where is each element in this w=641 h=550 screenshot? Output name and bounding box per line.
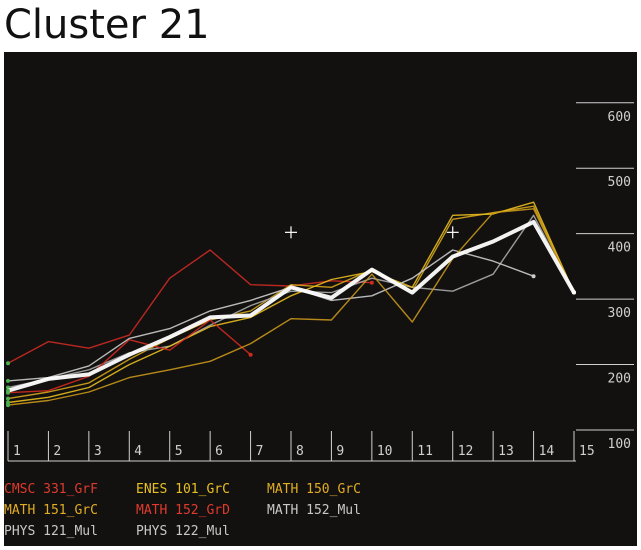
x-tick-label-11: 11 <box>417 444 433 459</box>
x-tick-label-15: 15 <box>579 444 595 459</box>
y-tick-label-200: 200 <box>608 372 631 387</box>
x-tick-label-5: 5 <box>175 444 183 459</box>
legend-item-cmsc-331-grf: CMSC 331_GrF <box>4 482 98 497</box>
x-tick-label-13: 13 <box>498 444 514 459</box>
x-tick-label-7: 7 <box>256 444 264 459</box>
y-tick-label-500: 500 <box>608 175 631 190</box>
x-tick-label-12: 12 <box>458 444 474 459</box>
y-tick-label-100: 100 <box>608 437 631 452</box>
x-tick-label-8: 8 <box>296 444 304 459</box>
series-line-math-152-grd <box>7 319 252 394</box>
legend-item-enes-101-grc: ENES 101_GrC <box>136 482 230 497</box>
series-line-math-150-grc <box>7 208 575 406</box>
y-tick-label-600: 600 <box>608 110 631 125</box>
series-point-cmsc-331-grf-10 <box>369 280 374 285</box>
x-tick-label-1: 1 <box>13 444 21 459</box>
series-point-cmsc-331-grf-1 <box>6 361 10 366</box>
legend-item-math-152-mul: MATH 152_Mul <box>267 503 361 518</box>
series-line-phys-122-mul <box>7 249 534 382</box>
series-line-enes-101-grc <box>7 201 575 404</box>
y-tick-label-400: 400 <box>608 241 631 256</box>
x-tick-label-4: 4 <box>134 444 142 459</box>
y-tick-label-300: 300 <box>608 306 631 321</box>
series-point-phys-122-mul-1 <box>6 378 10 383</box>
legend-item-phys-121-mul: PHYS 121_Mul <box>4 524 98 539</box>
chart-panel: 100 200 300 400 500 600 1 2 3 4 5 6 7 8 9 10 11 12 13 14 15 … <box>4 52 637 546</box>
series-point-math-152-mul-15 <box>572 290 576 295</box>
series-point-math-152-mul-1 <box>6 388 10 393</box>
series-line-math-152-mul <box>7 219 576 393</box>
x-tick-label-2: 2 <box>53 444 61 459</box>
x-tick-label-6: 6 <box>215 444 223 459</box>
chart-title: Cluster 21 <box>4 2 210 48</box>
x-tick-label-14: 14 <box>539 444 555 459</box>
series-point-math-150-grc-1 <box>6 403 10 408</box>
legend-item-math-150-grc: MATH 150_GrC <box>267 482 361 497</box>
series-point-math-152-grd-7 <box>248 352 253 357</box>
x-tick-label-9: 9 <box>336 444 344 459</box>
x-tick-label-10: 10 <box>377 444 393 459</box>
series-point-math-151-grc-1 <box>6 396 10 401</box>
legend-item-math-151-grc: MATH 151_GrC <box>4 503 98 518</box>
series-point-phys-122-mul-14 <box>531 274 536 279</box>
chart-legend: CMSC 331_GrF MATH 151_GrC PHYS 121_Mul ENES… <box>4 478 637 546</box>
legend-item-phys-122-mul: PHYS 122_Mul <box>136 524 230 539</box>
legend-item-math-152-grd: MATH 152_GrD <box>136 503 230 518</box>
x-tick-label-3: 3 <box>94 444 102 459</box>
series-line-cmsc-331-grf <box>7 249 372 364</box>
